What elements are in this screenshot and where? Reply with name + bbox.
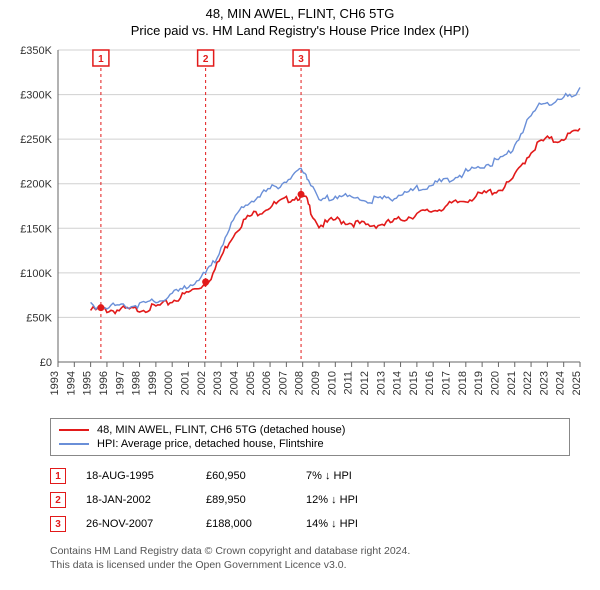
svg-text:2007: 2007 [277, 371, 289, 395]
svg-text:1999: 1999 [147, 371, 159, 395]
svg-text:1996: 1996 [98, 371, 110, 395]
svg-text:2022: 2022 [522, 371, 534, 395]
svg-text:£200K: £200K [20, 179, 52, 191]
svg-text:2: 2 [203, 54, 209, 65]
svg-text:2012: 2012 [359, 371, 371, 395]
transaction-delta: 12% ↓ HPI [306, 494, 396, 506]
svg-text:2021: 2021 [506, 371, 518, 395]
svg-text:2011: 2011 [343, 371, 355, 395]
price-chart: £0 £50K £100K £150K £200K £250K £300K £350K 1993… [10, 42, 590, 412]
transactions-table: 1 18-AUG-1995 £60,950 7% ↓ HPI 2 18-JAN-2002 £… [50, 464, 570, 536]
svg-text:2010: 2010 [326, 371, 338, 395]
svg-text:2002: 2002 [196, 371, 208, 395]
svg-text:£50K: £50K [26, 312, 52, 324]
svg-text:2004: 2004 [228, 371, 240, 395]
svg-text:2001: 2001 [180, 371, 192, 395]
svg-text:2006: 2006 [261, 371, 273, 395]
svg-text:1994: 1994 [65, 371, 77, 395]
svg-text:2008: 2008 [294, 371, 306, 395]
legend-item: HPI: Average price, detached house, Flin… [59, 437, 561, 451]
legend-swatch [59, 443, 89, 445]
svg-text:£0: £0 [40, 357, 52, 369]
svg-text:2009: 2009 [310, 371, 322, 395]
transaction-date: 26-NOV-2007 [86, 518, 186, 530]
svg-text:2017: 2017 [441, 371, 453, 395]
page-subtitle: Price paid vs. HM Land Registry's House … [0, 21, 600, 42]
legend-swatch [59, 429, 89, 431]
svg-text:2023: 2023 [538, 371, 550, 395]
svg-text:£350K: £350K [20, 45, 52, 57]
transaction-price: £60,950 [206, 470, 286, 482]
svg-text:1998: 1998 [131, 371, 143, 395]
svg-text:2020: 2020 [489, 371, 501, 395]
transaction-row: 2 18-JAN-2002 £89,950 12% ↓ HPI [50, 488, 570, 512]
transaction-row: 3 26-NOV-2007 £188,000 14% ↓ HPI [50, 512, 570, 536]
legend-label: HPI: Average price, detached house, Flin… [97, 438, 324, 450]
transaction-date: 18-JAN-2002 [86, 494, 186, 506]
attribution: Contains HM Land Registry data © Crown c… [50, 544, 570, 578]
svg-text:2015: 2015 [408, 371, 420, 395]
svg-text:2019: 2019 [473, 371, 485, 395]
transaction-price: £188,000 [206, 518, 286, 530]
svg-text:£250K: £250K [20, 134, 52, 146]
transaction-row: 1 18-AUG-1995 £60,950 7% ↓ HPI [50, 464, 570, 488]
transaction-delta: 7% ↓ HPI [306, 470, 396, 482]
svg-text:2003: 2003 [212, 371, 224, 395]
svg-text:2014: 2014 [392, 371, 404, 395]
transaction-badge: 1 [50, 468, 66, 484]
svg-text:2024: 2024 [555, 371, 567, 395]
transaction-date: 18-AUG-1995 [86, 470, 186, 482]
attribution-line2: This data is licensed under the Open Gov… [50, 558, 570, 572]
svg-text:2000: 2000 [163, 371, 175, 395]
legend-item: 48, MIN AWEL, FLINT, CH6 5TG (detached h… [59, 423, 561, 437]
transaction-badge: 2 [50, 492, 66, 508]
svg-text:£150K: £150K [20, 223, 52, 235]
transaction-badge: 3 [50, 516, 66, 532]
svg-text:2018: 2018 [457, 371, 469, 395]
attribution-line1: Contains HM Land Registry data © Crown c… [50, 544, 570, 558]
svg-text:1995: 1995 [82, 371, 94, 395]
legend: 48, MIN AWEL, FLINT, CH6 5TG (detached h… [50, 418, 570, 456]
svg-text:1993: 1993 [49, 371, 61, 395]
page-title: 48, MIN AWEL, FLINT, CH6 5TG [0, 0, 600, 21]
svg-text:1: 1 [98, 54, 104, 65]
transaction-delta: 14% ↓ HPI [306, 518, 396, 530]
legend-label: 48, MIN AWEL, FLINT, CH6 5TG (detached h… [97, 424, 345, 436]
svg-text:2016: 2016 [424, 371, 436, 395]
svg-text:£100K: £100K [20, 268, 52, 280]
svg-text:£300K: £300K [20, 90, 52, 102]
svg-text:1997: 1997 [114, 371, 126, 395]
svg-text:3: 3 [298, 54, 304, 65]
svg-text:2025: 2025 [571, 371, 583, 395]
svg-text:2005: 2005 [245, 371, 257, 395]
chart-svg: £0 £50K £100K £150K £200K £250K £300K £350K 1993… [10, 42, 590, 412]
svg-text:2013: 2013 [375, 371, 387, 395]
transaction-price: £89,950 [206, 494, 286, 506]
